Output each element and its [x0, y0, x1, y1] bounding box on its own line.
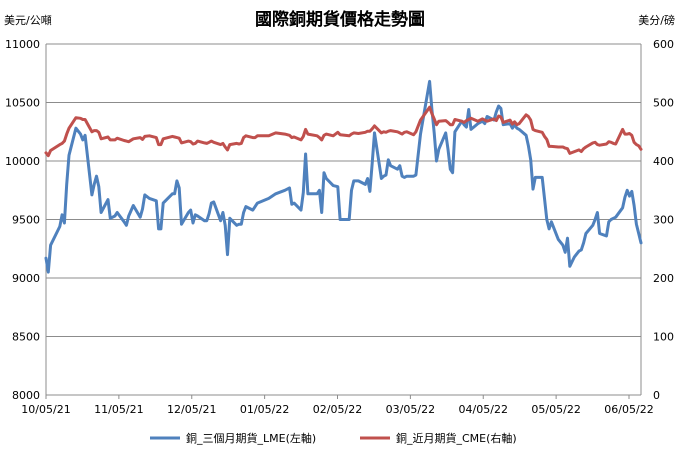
series-line-cme: [44, 105, 643, 158]
grid-layer: [46, 43, 641, 396]
legend-label: 銅_三個月期貨_LME(左軸): [186, 431, 316, 445]
y-right-tick-label: 500: [653, 97, 674, 110]
right-axis-unit: 美分/磅: [638, 13, 675, 27]
y-left-tick-label: 9000: [12, 272, 40, 285]
y-right-tick-label: 0: [653, 389, 660, 402]
x-tick-label: 10/05/21: [21, 403, 70, 416]
x-tick-label: 05/05/22: [531, 403, 580, 416]
series-line-lme: [44, 79, 643, 274]
x-tick-label: 02/05/22: [313, 403, 362, 416]
y-right-tick-label: 300: [653, 214, 674, 227]
y-left-tick-label: 8000: [12, 389, 40, 402]
y-left-tick-label: 10500: [5, 97, 40, 110]
axis-layer: 8000 8500 9000 9500 10000 10500 11000 0 100 200 30…: [5, 38, 674, 416]
y-right-tick-label: 100: [653, 331, 674, 344]
series-layer: [44, 79, 643, 274]
y-left-tick-label: 8500: [12, 331, 40, 344]
legend-label: 銅_近月期貨_CME(右軸): [396, 431, 517, 445]
x-tick-label: 12/05/21: [167, 403, 216, 416]
y-right-tick-label: 400: [653, 155, 674, 168]
y-left-tick-label: 10000: [5, 155, 40, 168]
left-axis-unit: 美元/公噸: [4, 13, 52, 27]
y-left-tick-label: 9500: [12, 214, 40, 227]
x-tick-label: 04/05/22: [459, 403, 508, 416]
x-tick-label: 11/05/21: [94, 403, 143, 416]
y-right-tick-label: 200: [653, 272, 674, 285]
chart-title: 國際銅期貨價格走勢圖: [255, 9, 425, 30]
legend: 銅_三個月期貨_LME(左軸) 銅_近月期貨_CME(右軸): [150, 431, 517, 445]
y-left-tick-label: 11000: [5, 38, 40, 51]
x-tick-label: 01/05/22: [240, 403, 289, 416]
x-tick-label: 06/05/22: [604, 403, 653, 416]
y-right-tick-label: 600: [653, 38, 674, 51]
x-tick-label: 03/05/22: [386, 403, 435, 416]
